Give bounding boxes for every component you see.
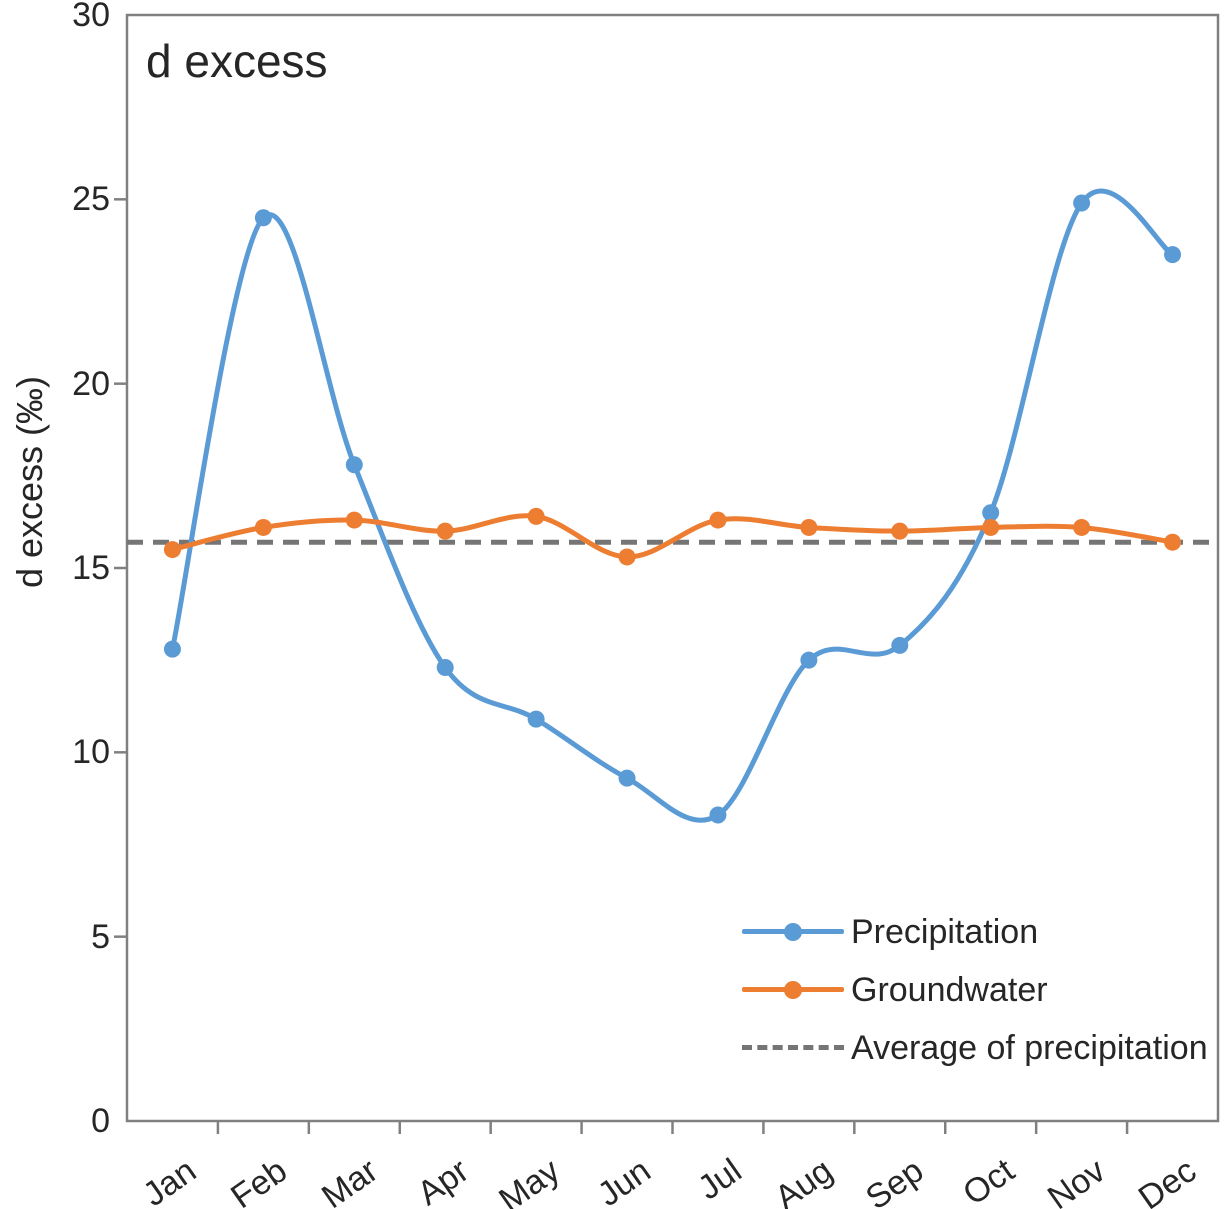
x-tick-label: Mar (315, 1151, 385, 1209)
data-point-groundwater (436, 522, 454, 540)
legend-item-groundwater: Groundwater (742, 970, 1208, 1010)
y-tick-label: 0 (91, 1102, 110, 1140)
data-point-precipitation (1164, 246, 1182, 264)
data-point-precipitation (891, 636, 909, 654)
data-point-precipitation (1073, 194, 1091, 212)
data-point-precipitation (436, 659, 454, 677)
x-tick-label: Apr (411, 1151, 476, 1209)
x-tick-label: Sep (859, 1151, 930, 1209)
series-line-groundwater (169, 513, 1176, 560)
data-point-groundwater (1164, 533, 1182, 551)
legend: Precipitation Groundwater Average of preci… (742, 912, 1208, 1086)
legend-dashed-line-swatch (742, 1028, 844, 1068)
data-point-precipitation (527, 710, 545, 728)
data-point-groundwater (891, 522, 909, 540)
series-line-precipitation (169, 188, 1176, 823)
y-tick-label: 15 (72, 549, 110, 587)
x-tick-label: Jul (691, 1151, 748, 1207)
chart-title: d excess (146, 35, 328, 87)
x-tick-label: May (492, 1151, 566, 1209)
legend-label: Average of precipitation (851, 1028, 1208, 1067)
y-tick-label: 25 (72, 180, 110, 219)
data-point-precipitation (345, 456, 363, 474)
y-tick-label: 5 (91, 917, 110, 956)
x-tick-label: Dec (1132, 1151, 1203, 1209)
x-tick-label: Aug (768, 1151, 839, 1209)
data-point-precipitation (618, 769, 636, 787)
y-tick-label: 30 (72, 0, 110, 34)
marker-dot-icon (784, 981, 802, 999)
data-point-groundwater (254, 518, 272, 536)
legend-label: Groundwater (851, 970, 1048, 1009)
data-point-groundwater (982, 518, 1000, 536)
data-point-precipitation (163, 640, 181, 658)
dashed-line-icon (742, 1045, 844, 1050)
legend-line-marker-swatch (742, 912, 844, 952)
x-tick-label: Nov (1041, 1151, 1112, 1209)
legend-line-marker-swatch (742, 970, 844, 1010)
x-tick-label: Oct (956, 1151, 1022, 1209)
legend-label: Precipitation (851, 912, 1039, 951)
data-point-groundwater (163, 541, 181, 559)
data-point-groundwater (1073, 518, 1091, 536)
legend-item-precipitation: Precipitation (742, 912, 1208, 952)
x-tick-label: Jan (136, 1151, 203, 1209)
data-point-precipitation (709, 806, 727, 824)
x-tick-label: Feb (224, 1151, 294, 1209)
data-point-groundwater (800, 518, 818, 536)
marker-dot-icon (784, 923, 802, 941)
y-tick-label: 20 (72, 364, 110, 403)
data-point-groundwater (709, 511, 727, 529)
x-tick-label: Jun (591, 1151, 658, 1209)
data-point-precipitation (254, 209, 272, 227)
data-point-precipitation (982, 504, 1000, 522)
y-tick-label: 10 (72, 733, 110, 772)
data-point-groundwater (345, 511, 363, 529)
data-point-groundwater (527, 507, 545, 525)
data-point-precipitation (800, 651, 818, 669)
data-point-groundwater (618, 548, 636, 566)
legend-item-average-of-precipitation: Average of precipitation (742, 1028, 1208, 1068)
